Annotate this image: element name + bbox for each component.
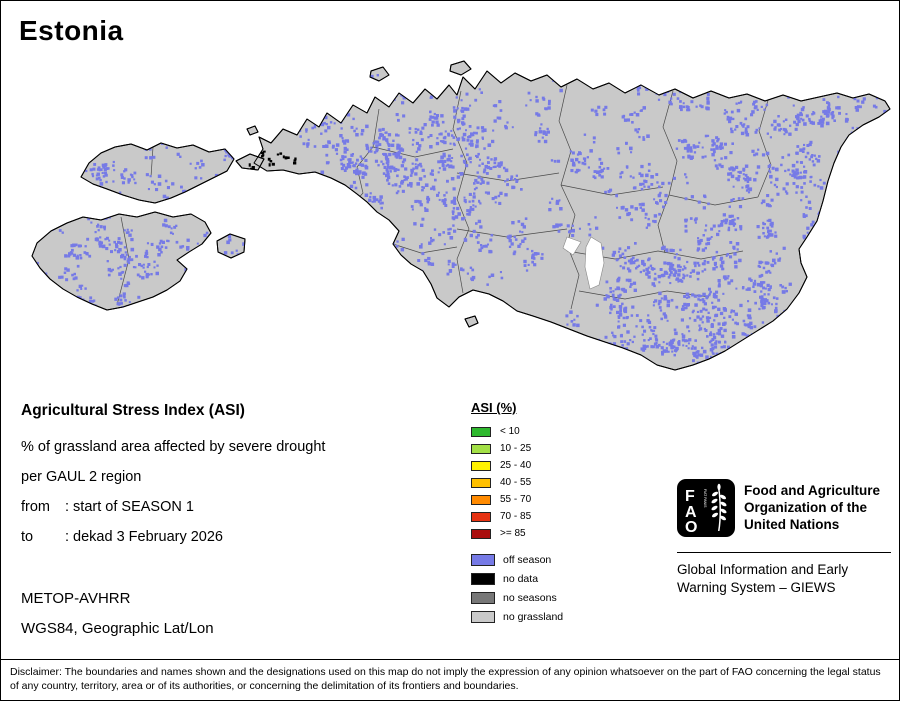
status-legend-row: no grassland <box>471 607 563 626</box>
giews-line2: Warning System – GIEWS <box>677 580 836 595</box>
map-land <box>31 60 891 371</box>
status-label-no-data: no data <box>503 572 539 585</box>
asi-swatch-55-70 <box>471 494 491 505</box>
asi-swatch-70-85 <box>471 511 491 522</box>
asi-legend: ASI (%) < 10 10 - 25 25 - 40 40 - 55 55 … <box>471 400 531 542</box>
asi-label-lt10: < 10 <box>500 426 520 437</box>
status-label-off-season: off season <box>503 553 552 566</box>
asi-legend-row: 25 - 40 <box>471 457 531 474</box>
status-legend: off season no data no seasons no grassla… <box>471 550 563 626</box>
wheat-icon <box>711 483 727 531</box>
fao-org-line3: United Nations <box>744 517 840 532</box>
disclaimer-text: Disclaimer: The boundaries and names sho… <box>10 665 881 693</box>
status-swatch-no-data <box>471 572 495 585</box>
asi-legend-row: < 10 <box>471 423 531 440</box>
status-legend-row: off season <box>471 550 563 569</box>
fao-header: F A O FIAT PANIS Food and <box>677 479 891 537</box>
fao-logo-letter: O <box>685 519 697 536</box>
asi-swatch-lt10 <box>471 426 491 437</box>
to-label: to <box>21 529 34 545</box>
asi-label-40-55: 40 - 55 <box>500 477 532 488</box>
page-title: Estonia <box>19 15 124 46</box>
fao-logo-icon: F A O FIAT PANIS <box>677 479 735 537</box>
status-label-no-grassland: no grassland <box>503 610 564 623</box>
fao-block: F A O FIAT PANIS Food and <box>677 479 891 597</box>
fao-logo-letter: A <box>685 504 697 521</box>
asi-swatch-gte85 <box>471 528 491 539</box>
asi-label-70-85: 70 - 85 <box>500 511 532 522</box>
fao-org-line2: Organization of the <box>744 500 867 515</box>
projection-name: WGS84, Geographic Lat/Lon <box>21 620 214 637</box>
giews-line1: Global Information and Early <box>677 562 849 577</box>
status-swatch-no-seasons <box>471 591 495 604</box>
fao-divider <box>677 552 891 553</box>
asi-legend-title: ASI (%) <box>471 400 517 415</box>
status-swatch-no-grassland <box>471 610 495 623</box>
status-legend-row: no data <box>471 569 563 588</box>
status-legend-row: no seasons <box>471 588 563 607</box>
info-description-line2: per GAUL 2 region <box>21 469 142 485</box>
asi-legend-row: 55 - 70 <box>471 491 531 508</box>
sensor-name: METOP-AVHRR <box>21 590 131 607</box>
from-value: : start of SEASON 1 <box>65 499 194 515</box>
asi-label-10-25: 10 - 25 <box>500 443 532 454</box>
fao-org-name: Food and Agriculture Organization of the… <box>744 479 880 533</box>
status-label-no-seasons: no seasons <box>503 591 557 604</box>
map-coastline <box>31 60 891 371</box>
info-from-line: from : start of SEASON 1 <box>21 499 194 515</box>
fao-logo-motto: FIAT PANIS <box>703 489 707 508</box>
disclaimer-box: Disclaimer: The boundaries and names sho… <box>1 658 899 700</box>
asi-label-55-70: 55 - 70 <box>500 494 532 505</box>
info-description-line1: % of grassland area affected by severe d… <box>21 439 326 455</box>
asi-label-25-40: 25 - 40 <box>500 460 532 471</box>
to-value: : dekad 3 February 2026 <box>65 529 223 545</box>
asi-label-gte85: >= 85 <box>500 528 526 539</box>
map-lakes <box>562 236 605 290</box>
asi-legend-row: 40 - 55 <box>471 474 531 491</box>
status-swatch-off-season <box>471 553 495 566</box>
fao-logo-letter: F <box>685 488 695 505</box>
asi-legend-row: 10 - 25 <box>471 440 531 457</box>
asi-swatch-25-40 <box>471 460 491 471</box>
asi-legend-row: 70 - 85 <box>471 508 531 525</box>
fao-org-line1: Food and Agriculture <box>744 483 880 498</box>
asi-heading: Agricultural Stress Index (ASI) <box>21 402 245 419</box>
asi-swatch-40-55 <box>471 477 491 488</box>
asi-legend-row: >= 85 <box>471 525 531 542</box>
info-to-line: to : dekad 3 February 2026 <box>21 529 223 545</box>
giews-name: Global Information and Early Warning Sys… <box>677 561 891 597</box>
asi-swatch-10-25 <box>471 443 491 454</box>
from-label: from <box>21 499 50 515</box>
